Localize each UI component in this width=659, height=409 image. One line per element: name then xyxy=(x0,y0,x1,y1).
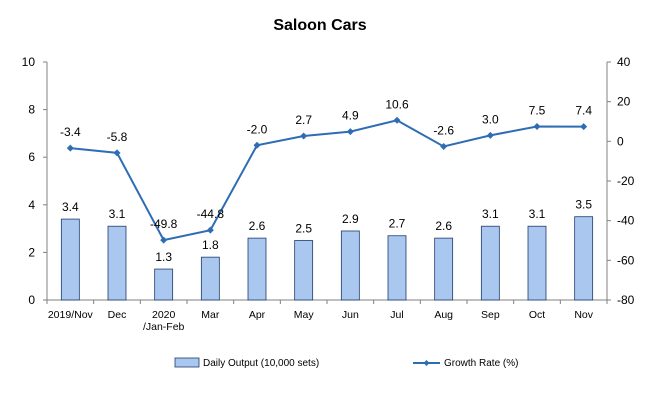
line-data-label: 7.5 xyxy=(529,103,546,117)
left-tick-label: 6 xyxy=(28,150,35,164)
line-point xyxy=(393,116,401,124)
line-data-label: -5.8 xyxy=(107,130,128,144)
line-data-label: 2.7 xyxy=(295,113,312,127)
bar-data-label: 2.9 xyxy=(342,212,359,226)
right-tick-label: -40 xyxy=(617,214,635,228)
line-point xyxy=(580,123,588,131)
legend-line-marker xyxy=(423,360,430,366)
bar xyxy=(340,230,360,301)
bar xyxy=(247,237,267,301)
bar-data-label: 2.6 xyxy=(249,219,266,233)
line-point xyxy=(206,226,214,234)
bar xyxy=(107,225,127,301)
x-tick-label: 2020 xyxy=(152,309,176,321)
x-tick-label: Apr xyxy=(249,309,266,321)
right-tick-label: 40 xyxy=(617,55,631,69)
legend-bar-swatch xyxy=(174,357,200,368)
line-data-label: 3.0 xyxy=(482,112,499,126)
line-point xyxy=(346,128,354,136)
bar xyxy=(200,256,220,301)
x-tick-label: Mar xyxy=(201,309,220,321)
line-data-label: 4.9 xyxy=(342,109,359,123)
chart-title: Saloon Cars xyxy=(273,17,367,34)
x-tick-label: Dec xyxy=(108,309,127,321)
x-tick-label: Oct xyxy=(529,309,545,321)
line-data-label: 7.4 xyxy=(575,104,592,118)
right-tick-label: -20 xyxy=(617,174,635,188)
bar-data-label: 3.5 xyxy=(575,198,592,212)
left-tick-label: 2 xyxy=(28,245,35,259)
x-tick-label: 2019/Nov xyxy=(48,309,94,321)
right-tick-label: -80 xyxy=(617,293,635,307)
left-tick-label: 0 xyxy=(28,293,35,307)
legend-bar-label: Daily Output (10,000 sets) xyxy=(203,358,319,369)
x-tick-label: Nov xyxy=(574,309,593,321)
x-tick-label: Jul xyxy=(390,309,403,321)
bar xyxy=(294,240,314,301)
bar-data-label: 2.7 xyxy=(389,217,406,231)
x-tick-label: Sep xyxy=(481,309,500,321)
left-tick-label: 8 xyxy=(28,103,35,117)
x-tick-label: Aug xyxy=(434,309,453,321)
line-data-label: -2.0 xyxy=(247,122,268,136)
bar-data-label: 2.6 xyxy=(435,219,452,233)
line-data-label: -49.8 xyxy=(150,217,178,231)
bar-data-label: 1.3 xyxy=(155,250,172,264)
bar-data-label: 3.1 xyxy=(109,207,126,221)
line-point xyxy=(113,149,121,157)
line-point xyxy=(486,131,494,139)
line-data-label: 10.6 xyxy=(385,97,409,111)
line-data-label: -2.6 xyxy=(433,123,454,137)
bar-data-label: 3.1 xyxy=(482,207,499,221)
bar xyxy=(527,225,547,301)
bar-data-label: 3.4 xyxy=(62,200,79,214)
line-point xyxy=(533,122,541,130)
right-tick-label: 20 xyxy=(617,95,631,109)
bar-data-label: 3.1 xyxy=(529,207,546,221)
bar xyxy=(574,216,594,301)
growth-rate-line xyxy=(70,119,584,242)
bar-data-label: 1.8 xyxy=(202,238,219,252)
bar xyxy=(387,235,407,301)
bar-data-label: 2.5 xyxy=(295,222,312,236)
x-tick-label: May xyxy=(294,309,315,321)
line-point xyxy=(253,141,261,149)
x-tick-label: Jun xyxy=(342,309,359,321)
left-tick-label: 10 xyxy=(22,55,36,69)
bar xyxy=(434,237,454,301)
line-point xyxy=(440,142,448,150)
left-tick-label: 4 xyxy=(28,198,35,212)
bar xyxy=(154,268,174,301)
line-data-label: -3.4 xyxy=(60,125,81,139)
legend-line-label: Growth Rate (%) xyxy=(444,358,518,369)
line-data-label: -44.8 xyxy=(197,207,225,221)
line-point xyxy=(160,236,168,244)
x-tick-label: /Jan-Feb xyxy=(143,321,185,333)
right-tick-label: 0 xyxy=(617,134,624,148)
line-point xyxy=(300,132,308,140)
line-point xyxy=(66,144,74,152)
right-tick-label: -60 xyxy=(617,253,635,267)
bar xyxy=(480,225,500,301)
bar xyxy=(60,218,80,301)
